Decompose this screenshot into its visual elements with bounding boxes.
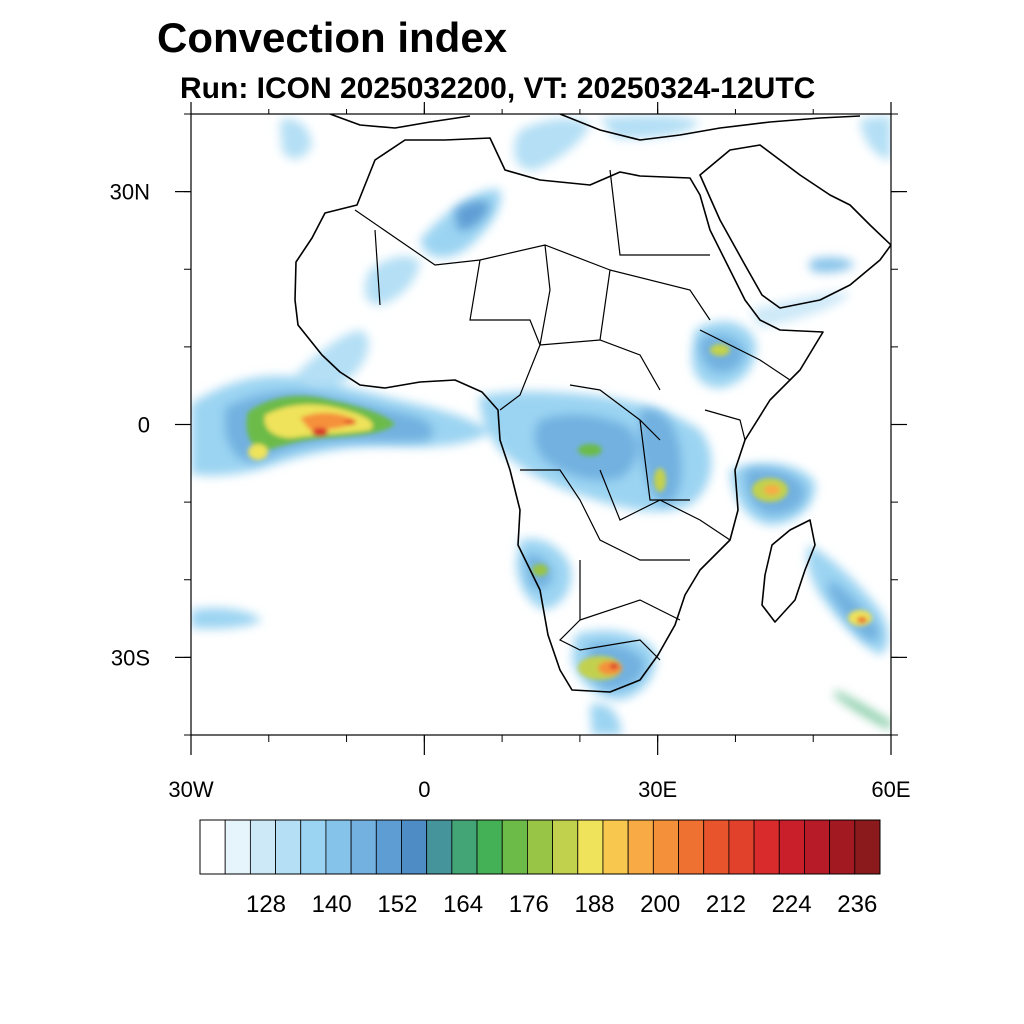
lon-tick-label: 30W — [168, 777, 213, 802]
map-title: Convection index — [157, 14, 508, 61]
lon-tick-label: 60E — [871, 777, 910, 802]
europe-coastline — [329, 114, 861, 141]
colorbar-swatch — [854, 819, 881, 875]
axis-tick-labels: 30W 0 30E 60E 30N 0 30S — [110, 180, 911, 802]
colorbar-swatch — [678, 819, 705, 875]
colorbar-swatch — [501, 819, 528, 875]
colorbar-label: 176 — [509, 891, 549, 918]
convection-field — [191, 115, 891, 735]
map-subtitle: Run: ICON 2025032200, VT: 20250324-12UTC — [180, 72, 816, 105]
lat-tick-label: 30S — [111, 645, 150, 670]
colorbar-swatch — [627, 819, 654, 875]
colorbar-swatch — [602, 819, 629, 875]
colorbar-swatch — [778, 819, 805, 875]
lon-tick-label: 30E — [638, 777, 677, 802]
arabia-coastline — [699, 144, 891, 309]
colorbar-swatch — [325, 819, 352, 875]
colorbar-swatch — [199, 819, 226, 875]
colorbar-label: 200 — [640, 891, 680, 918]
colorbar-outline — [199, 819, 881, 875]
colorbar-swatch — [728, 819, 755, 875]
colorbar-swatch — [652, 819, 679, 875]
colorbar-swatch — [527, 819, 553, 875]
colorbar-swatch — [577, 819, 604, 875]
colorbar-swatch — [753, 819, 780, 875]
colorbar-label: 224 — [772, 891, 812, 918]
colorbar-swatch — [375, 819, 402, 875]
colorbar-swatch — [451, 819, 478, 875]
colorbar-swatch — [224, 819, 251, 875]
country-borders — [354, 169, 791, 661]
lat-tick-label: 0 — [138, 413, 150, 438]
colorbar-swatch — [829, 819, 856, 875]
lat-tick-label: 30N — [110, 180, 150, 205]
colorbar-swatch — [300, 819, 327, 875]
colorbar-label: 152 — [377, 891, 417, 918]
colorbar-swatch — [476, 819, 503, 875]
axis-ticks — [175, 102, 907, 755]
colorbar-label: 212 — [706, 891, 746, 918]
colorbar-swatch — [804, 819, 831, 875]
colorbar-label: 164 — [443, 891, 483, 918]
madagascar-coastline — [761, 519, 816, 623]
colorbar-label: 140 — [312, 891, 352, 918]
colorbar-label: 128 — [246, 891, 286, 918]
colorbar-swatch — [552, 819, 579, 875]
colorbar — [199, 819, 881, 875]
colorbar-swatch — [350, 819, 377, 875]
colorbar-label: 236 — [837, 891, 877, 918]
colorbar-swatch — [426, 819, 453, 875]
colorbar-label: 188 — [574, 891, 614, 918]
colorbar-swatch — [275, 819, 302, 875]
colorbar-swatch — [703, 819, 730, 875]
colorbar-swatch — [401, 819, 428, 875]
africa-coastline — [294, 137, 824, 693]
colorbar-swatch — [249, 819, 276, 875]
coastlines — [294, 114, 891, 693]
lon-tick-label: 0 — [418, 777, 430, 802]
colorbar-labels: 128 140 152 164 176 188 200 212 224 236 — [246, 891, 877, 918]
field-high — [246, 344, 872, 680]
